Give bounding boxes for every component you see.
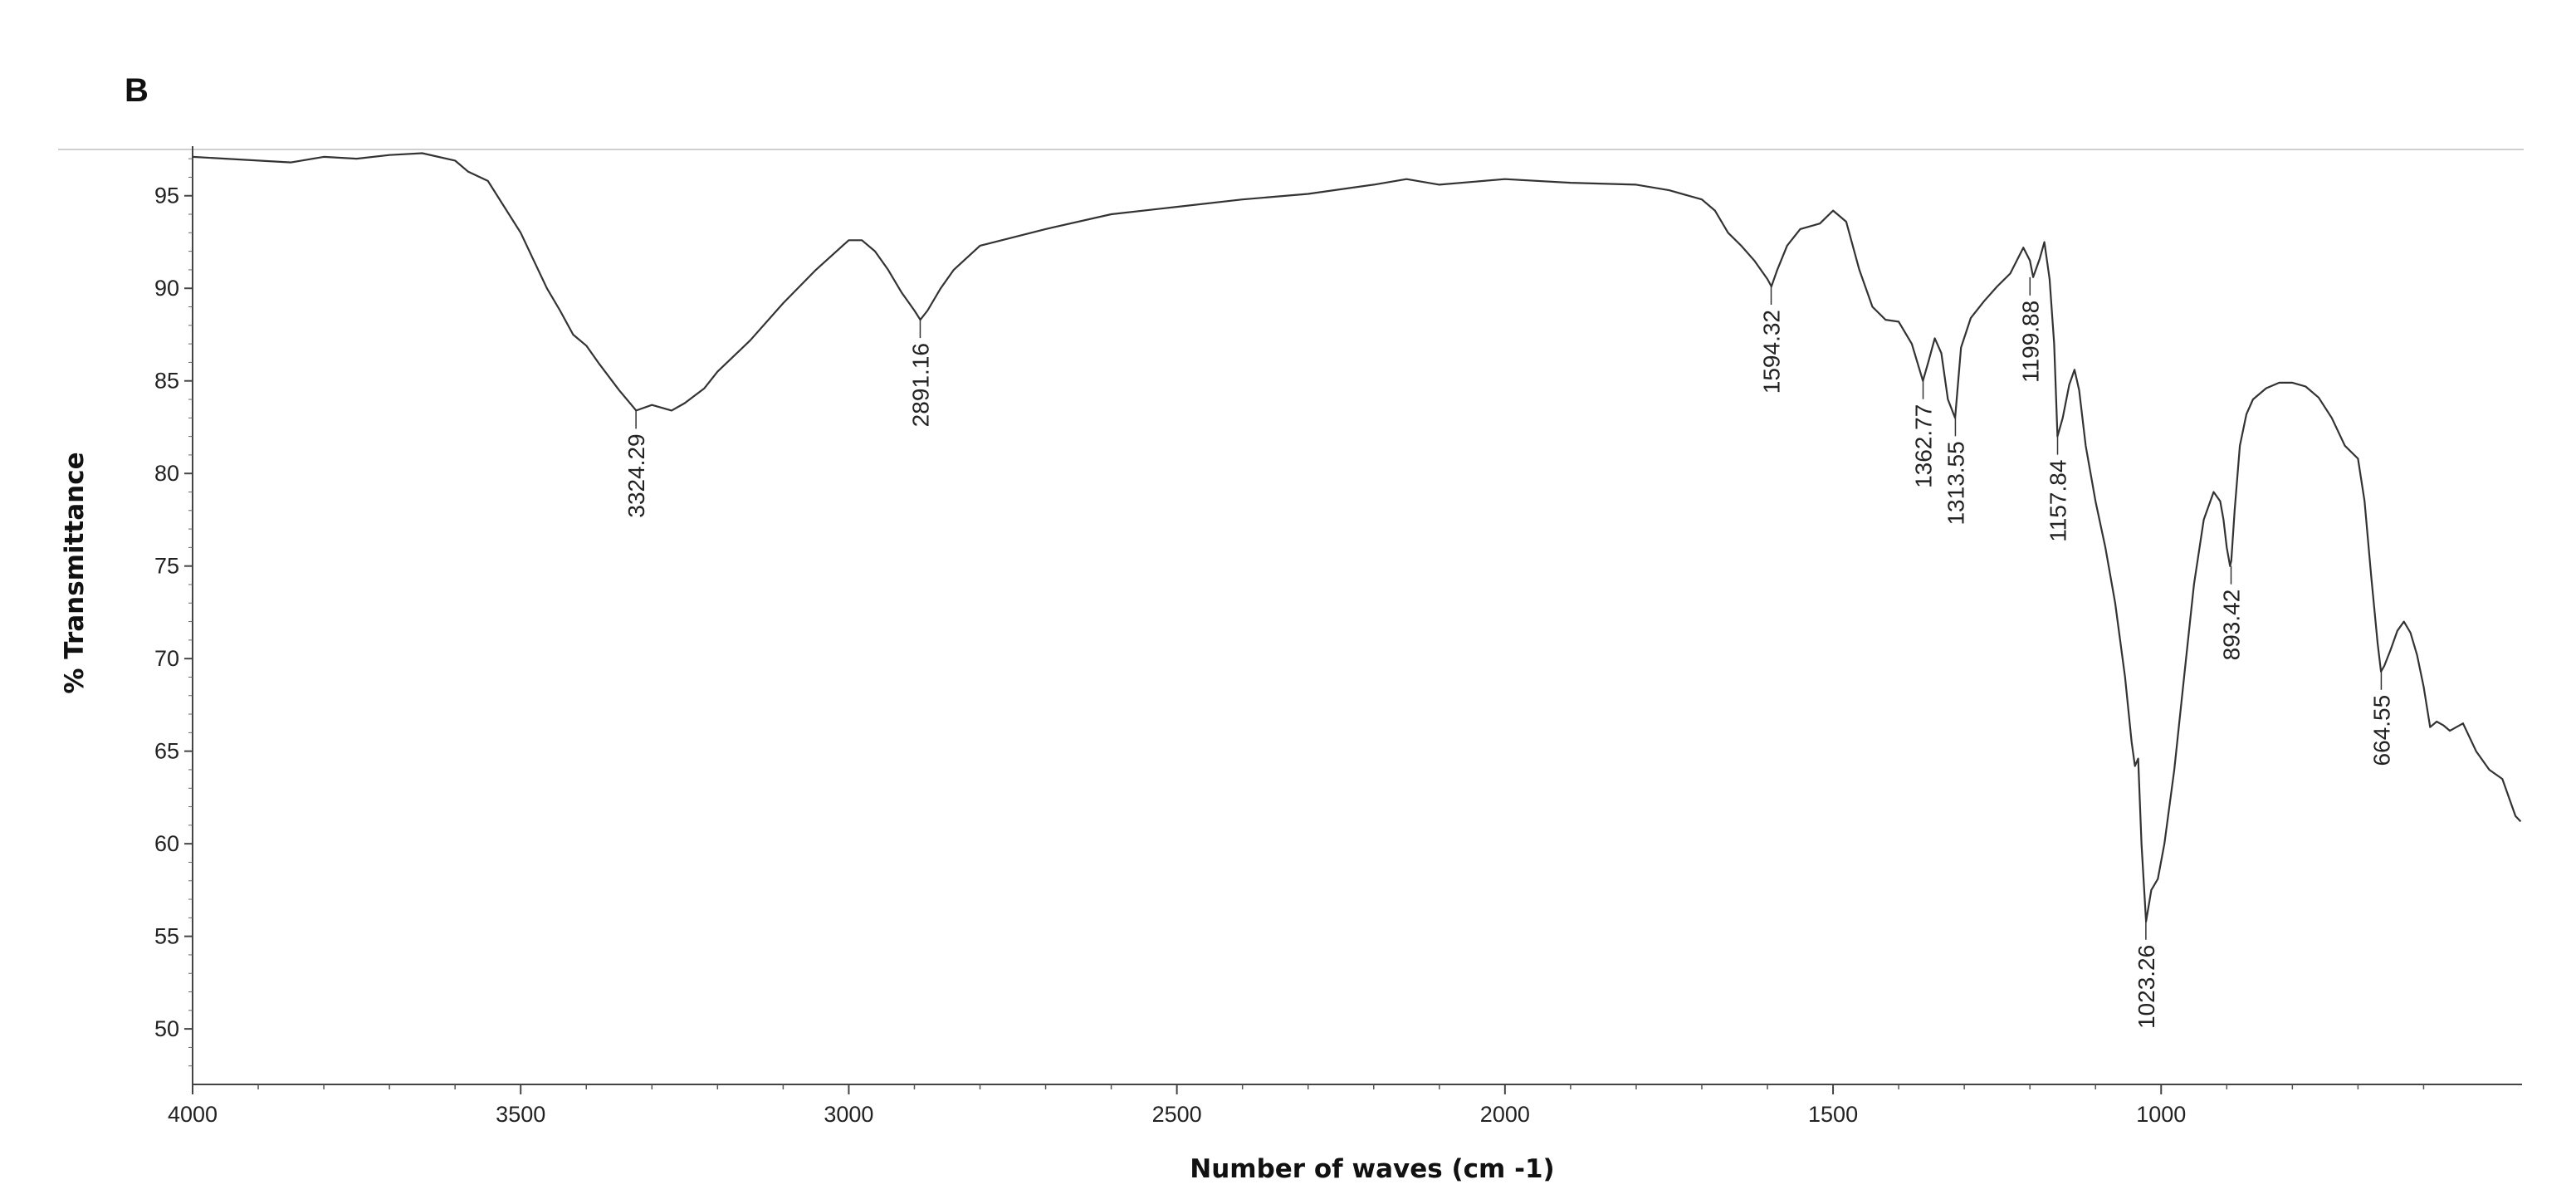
x-axis-title: Number of waves (cm -1) <box>1190 1154 1554 1184</box>
x-tick-label: 3000 <box>824 1102 873 1127</box>
spectrum-line <box>192 152 2522 923</box>
peak-label: 1023.26 <box>2134 945 2159 1029</box>
axes <box>192 146 2522 1085</box>
peak-label: 1313.55 <box>1943 441 1968 525</box>
peak-label: 1199.88 <box>2017 301 2043 383</box>
peak-label: 1594.32 <box>1759 310 1785 394</box>
y-tick-label: 50 <box>154 1016 179 1041</box>
x-tick-label: 3500 <box>496 1102 545 1127</box>
y-tick-label: 80 <box>154 461 179 486</box>
peak-label: 1362.77 <box>1911 404 1937 488</box>
x-tick-label: 1500 <box>1808 1102 1858 1127</box>
panel-label: B <box>125 72 149 109</box>
y-tick-label: 90 <box>154 276 179 301</box>
y-tick-label: 65 <box>154 739 179 764</box>
y-tick-label: 75 <box>154 554 179 579</box>
peak-label: 893.42 <box>2219 590 2245 661</box>
y-tick-label: 85 <box>154 369 179 394</box>
y-tick-label: 70 <box>154 646 179 671</box>
x-tick-label: 2000 <box>1480 1102 1530 1127</box>
axis-ticks: 4000 3500 3000 2500 2000 1500 1000 95 90 85 80 75 70… <box>154 158 2425 1127</box>
spectrum-series <box>192 152 2522 923</box>
x-tick-label: 2500 <box>1152 1102 1202 1127</box>
x-tick-label: 4000 <box>168 1102 218 1127</box>
y-tick-label: 60 <box>154 831 179 856</box>
peak-label: 2891.16 <box>908 343 934 427</box>
peak-label: 1157.84 <box>2046 460 2071 542</box>
x-tick-label: 1000 <box>2136 1102 2186 1127</box>
peak-label: 3324.29 <box>623 433 649 517</box>
y-tick-label: 95 <box>154 184 179 208</box>
peak-annotations: 3324.29 2891.16 1594.32 1362.77 1313.55 1199.… <box>623 277 2394 1029</box>
y-axis-title: % Transmittance <box>60 452 90 693</box>
peak-label: 664.55 <box>2368 695 2394 766</box>
y-tick-label: 55 <box>154 924 179 949</box>
